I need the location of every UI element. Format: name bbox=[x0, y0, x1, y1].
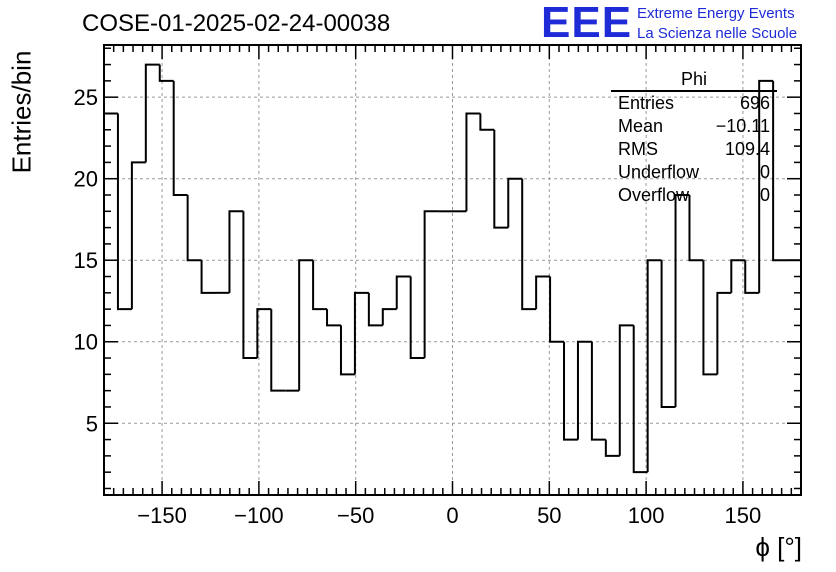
stats-value: 696 bbox=[739, 93, 770, 113]
stats-value: 0 bbox=[759, 185, 770, 205]
y-tick-label: 20 bbox=[74, 167, 98, 192]
stats-box: Phi Entries 696 Mean −10.11 RMS 109.4 Un… bbox=[611, 69, 777, 209]
histogram-bin bbox=[563, 341, 578, 441]
stats-label: Mean bbox=[618, 116, 664, 136]
y-tick-label: 25 bbox=[74, 85, 98, 110]
histogram-bin bbox=[590, 341, 606, 441]
stats-row-mean: Mean −10.11 bbox=[618, 116, 770, 138]
y-axis-label: Entries/bin bbox=[6, 50, 37, 174]
histogram-bin bbox=[381, 308, 397, 326]
histogram-bin bbox=[103, 112, 118, 495]
histogram-bin bbox=[353, 291, 369, 375]
histogram-bin bbox=[144, 63, 160, 163]
histogram-bin bbox=[172, 80, 188, 196]
stats-label: Overflow bbox=[618, 185, 690, 205]
histogram-bin bbox=[256, 308, 272, 359]
y-tick-label: 15 bbox=[74, 248, 98, 273]
x-tick-label: 0 bbox=[446, 503, 458, 528]
histogram-bin bbox=[200, 260, 216, 294]
histogram-bin bbox=[367, 292, 383, 327]
stats-title: Phi bbox=[680, 69, 707, 89]
histogram-bin bbox=[395, 275, 411, 310]
stats-label: Entries bbox=[618, 93, 675, 113]
histogram-bin bbox=[604, 439, 620, 457]
histogram-bin bbox=[549, 276, 565, 343]
histogram-bin bbox=[507, 177, 523, 228]
histogram-bin bbox=[409, 276, 425, 360]
histogram-bin bbox=[576, 340, 592, 440]
stats-value: −10.11 bbox=[715, 116, 770, 136]
histogram-bin bbox=[521, 178, 537, 311]
x-axis-label: ϕ [°] bbox=[755, 532, 802, 562]
histogram-bin bbox=[758, 79, 774, 293]
run-title: COSE-01-2025-02-24-00038 bbox=[82, 10, 391, 37]
histogram-bin bbox=[632, 325, 648, 474]
histogram-bin bbox=[242, 211, 258, 360]
stats-label: RMS bbox=[618, 139, 658, 159]
x-tick-label: 100 bbox=[628, 503, 665, 528]
stats-row-entries: Entries 696 bbox=[618, 93, 770, 115]
histogram-bin bbox=[688, 195, 704, 262]
stats-value: 109.4 bbox=[724, 139, 770, 159]
histogram-bin bbox=[730, 259, 746, 293]
y-tick-label: 5 bbox=[86, 411, 98, 436]
histogram-bin bbox=[702, 260, 718, 376]
eee-logo: EEE bbox=[541, 0, 633, 47]
stats-row-rms: RMS 109.4 bbox=[618, 139, 770, 161]
histogram-bin bbox=[660, 260, 676, 408]
x-tick-label: −150 bbox=[137, 503, 187, 528]
histogram-bin bbox=[186, 195, 202, 262]
histogram-bin bbox=[674, 194, 690, 407]
histogram-bin bbox=[270, 309, 286, 392]
histogram-bin bbox=[228, 210, 244, 293]
stats-divider bbox=[611, 90, 777, 92]
histogram-bin bbox=[339, 325, 355, 376]
histogram-bin bbox=[465, 112, 481, 212]
axis-ticks bbox=[104, 45, 801, 495]
histogram-bin bbox=[618, 324, 634, 456]
histogram-bin bbox=[479, 113, 495, 131]
histogram-bin bbox=[744, 260, 760, 294]
stats-label: Underflow bbox=[618, 162, 700, 182]
histogram-bin bbox=[158, 64, 174, 82]
logo-subtitle-2: La Scienza nelle Scuole bbox=[637, 25, 798, 42]
x-tick-label: −50 bbox=[337, 503, 374, 528]
histogram-bin bbox=[493, 129, 509, 229]
stats-row-underflow: Underflow 0 bbox=[618, 162, 770, 184]
x-tick-label: −100 bbox=[234, 503, 284, 528]
histogram-bin bbox=[116, 113, 132, 311]
histogram-bin bbox=[130, 161, 146, 310]
histogram-bars bbox=[103, 63, 801, 495]
histogram-bin bbox=[423, 210, 439, 359]
y-tick-label: 10 bbox=[74, 330, 98, 355]
stats-value: 0 bbox=[759, 162, 770, 182]
histogram-bin bbox=[535, 275, 551, 310]
histogram-bin bbox=[326, 309, 341, 327]
histogram-bin bbox=[646, 259, 662, 473]
stats-row-overflow: Overflow 0 bbox=[618, 185, 770, 207]
x-tick-label: 50 bbox=[537, 503, 561, 528]
tick-labels: −150 −100 −50 0 50 100 150 5 10 15 20 25 bbox=[74, 85, 762, 528]
histogram-bin bbox=[772, 80, 788, 262]
logo-subtitle-1: Extreme Energy Events bbox=[637, 5, 795, 22]
histogram-bin bbox=[312, 260, 328, 311]
grid-lines bbox=[104, 45, 801, 495]
x-tick-label: 150 bbox=[725, 503, 762, 528]
histogram-bin bbox=[716, 291, 732, 375]
histogram-bin bbox=[298, 259, 314, 391]
